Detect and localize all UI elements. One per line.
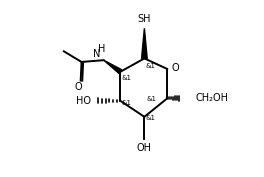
Text: &1: &1 — [145, 115, 155, 121]
Text: CH₂OH: CH₂OH — [196, 93, 229, 103]
Text: N: N — [93, 49, 100, 59]
Text: SH: SH — [138, 15, 151, 24]
Text: OH: OH — [137, 143, 152, 153]
Text: O: O — [171, 63, 179, 73]
Polygon shape — [142, 28, 147, 58]
Text: O: O — [74, 82, 82, 92]
Text: &1: &1 — [147, 96, 157, 102]
Text: &1: &1 — [121, 100, 131, 106]
Text: &1: &1 — [145, 63, 155, 69]
Text: &1: &1 — [121, 75, 131, 81]
Text: H: H — [98, 44, 105, 54]
Polygon shape — [104, 60, 122, 74]
Text: HO: HO — [76, 96, 91, 106]
